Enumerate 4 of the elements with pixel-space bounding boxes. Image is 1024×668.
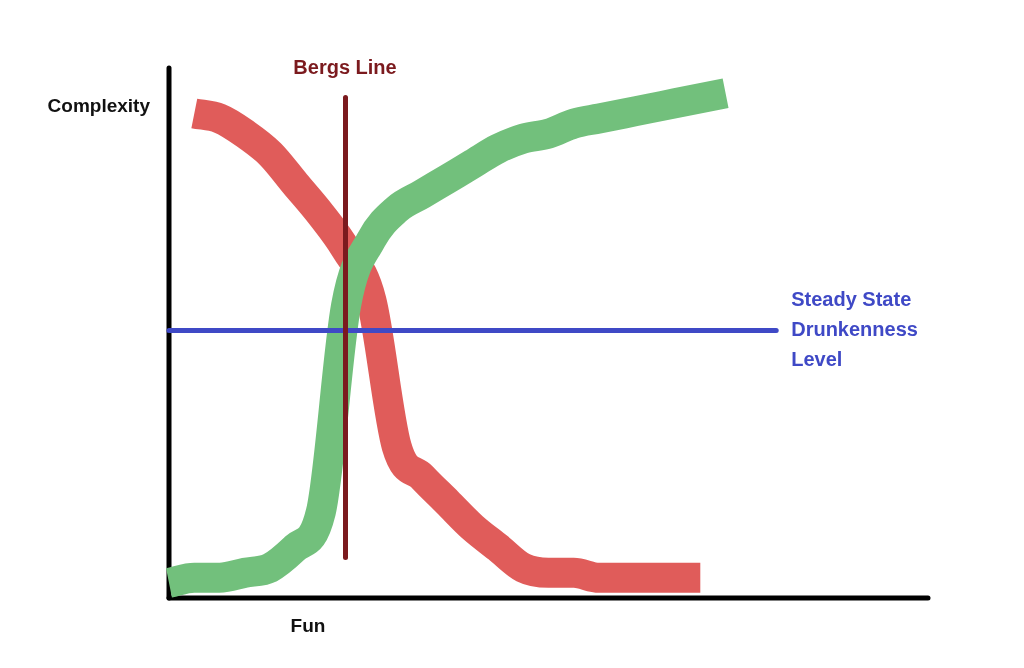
x-axis-title: Fun bbox=[290, 615, 326, 637]
y-axis-title: Complexity bbox=[47, 95, 151, 117]
text: Bergs Line bbox=[293, 55, 397, 78]
ref-line-label: Steady State Drunkenness Level bbox=[791, 287, 918, 370]
